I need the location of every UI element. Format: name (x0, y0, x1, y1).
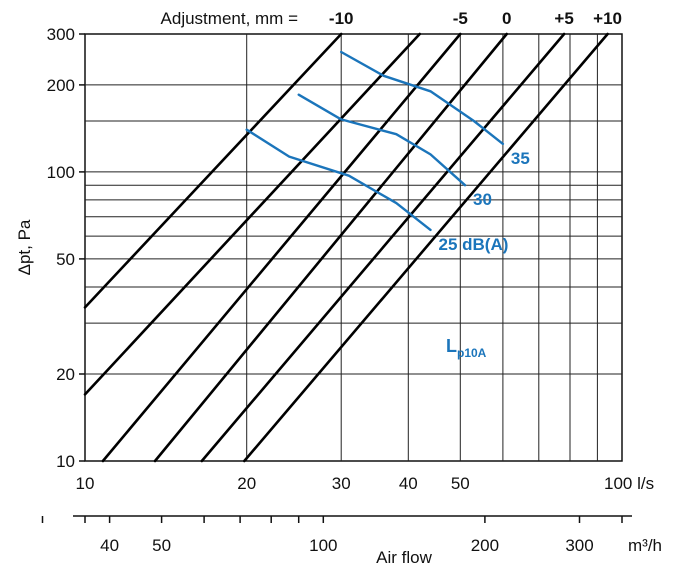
secondary-tick-label: 300 (565, 536, 593, 555)
x-tick-label: 10 (76, 474, 95, 493)
adjustment-label: 0 (502, 9, 511, 28)
noise-curve-label: 35 (511, 149, 530, 168)
adjustment-line (83, 32, 343, 309)
x-tick-label: 50 (451, 474, 470, 493)
y-tick-label: 300 (47, 25, 75, 44)
adjustment-line (101, 32, 462, 463)
adjustment-label: +10 (593, 9, 622, 28)
x-tick-label: 40 (399, 474, 418, 493)
adjustment-label: -10 (329, 9, 354, 28)
secondary-tick-label: 100 (309, 536, 337, 555)
noise-level-title: Lp10A (446, 336, 487, 360)
plot-frame (84, 33, 623, 462)
adjustment-label: -5 (453, 9, 468, 28)
x-tick-label: 30 (332, 474, 351, 493)
noise-level-title-subscript: p10A (457, 346, 487, 360)
noise-curve-label: 30 (473, 190, 492, 209)
y-tick-label: 50 (56, 250, 75, 269)
adjustment-line (153, 32, 509, 463)
x-tick-label: 20 (237, 474, 256, 493)
x-axis-label: Air flow (376, 548, 432, 567)
noise-curve (245, 128, 432, 232)
noise-curve (297, 93, 467, 187)
y-tick-label: 20 (56, 365, 75, 384)
y-tick-label: 200 (47, 76, 75, 95)
y-tick-label: 100 (47, 163, 75, 182)
adjustment-lines (83, 32, 609, 463)
noise-curve (340, 50, 505, 146)
adjustment-title: Adjustment, mm = (161, 9, 299, 28)
secondary-axis-unit: m³/h (628, 536, 662, 555)
adjustment-line (243, 32, 609, 463)
y-axis-label: Δpt, Pa (15, 219, 34, 275)
y-tick-label: 10 (56, 452, 75, 471)
secondary-tick-label: 50 (152, 536, 171, 555)
noise-level-title-main: L (446, 336, 457, 356)
adjustment-line (200, 32, 566, 463)
adjustment-line (83, 32, 422, 396)
x-tick-label: 100 l/s (604, 474, 654, 493)
secondary-tick-label: 40 (100, 536, 119, 555)
secondary-tick-label: 200 (471, 536, 499, 555)
noise-curve-label: 25 dB(A) (439, 235, 509, 254)
noise-curves (245, 50, 505, 232)
adjustment-label: +5 (554, 9, 573, 28)
